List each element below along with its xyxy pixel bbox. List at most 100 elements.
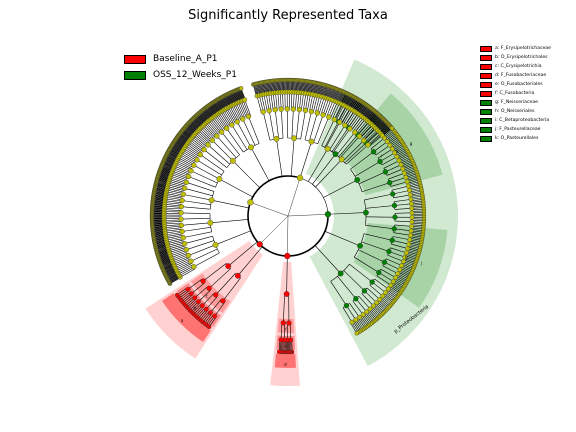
taxon-node-1105 xyxy=(379,132,385,138)
clade-letter-b: b xyxy=(193,305,196,310)
taxon-node-1043 xyxy=(347,126,353,132)
branch-line-182 xyxy=(387,254,404,262)
taxon-node-294 xyxy=(207,310,213,316)
branch-line-409 xyxy=(183,231,212,238)
branch-line-305 xyxy=(198,289,211,302)
branch-line-792 xyxy=(228,107,237,123)
branch-line-521 xyxy=(165,196,183,201)
taxa-swatch-f xyxy=(480,90,492,97)
branch-line-336 xyxy=(177,264,193,273)
branch-line-723 xyxy=(204,123,217,137)
branch-line-362 xyxy=(172,255,189,263)
branch-line-530 xyxy=(165,193,183,197)
group-legend: Baseline_A_P1 OSS_12_Weeks_P1 xyxy=(124,51,237,83)
taxon-node-144 xyxy=(409,219,415,225)
taxon-node-1 xyxy=(324,211,332,218)
branch-line-1078 xyxy=(362,126,375,140)
branch-line-1052 xyxy=(352,117,364,132)
taxon-node-937 xyxy=(302,107,309,114)
branch-line-972 xyxy=(320,98,327,115)
branch-line-1020 xyxy=(341,108,351,124)
branch-line-496 xyxy=(164,207,182,210)
branch-line-770 xyxy=(231,124,248,150)
taxon-node-672 xyxy=(201,146,207,153)
branch-line-826 xyxy=(241,100,249,117)
clade-wedge-2 xyxy=(145,241,263,359)
taxon-node-56 xyxy=(370,149,377,155)
branch-line-551 xyxy=(167,184,185,190)
branch-line-214 xyxy=(374,278,389,290)
taxon-node-237 xyxy=(371,303,376,309)
branch-line-6 xyxy=(338,106,347,122)
branch-line-830 xyxy=(242,100,250,117)
taxon-node-413 xyxy=(207,219,214,226)
branch-line-324 xyxy=(180,268,196,278)
branch-line-641 xyxy=(182,149,198,160)
branch-line-662 xyxy=(187,142,202,153)
branch-line-1090 xyxy=(346,144,369,165)
taxon-node-61 xyxy=(384,139,390,144)
taxa-legend-item-b: b: O_Erysipelotrichales xyxy=(480,53,551,62)
taxon-node-224 xyxy=(380,293,386,299)
taxon-node-842 xyxy=(239,86,244,91)
taxon-node-153 xyxy=(408,228,414,234)
branch-line-534 xyxy=(166,191,184,196)
branch-line-923 xyxy=(299,92,302,110)
taxon-node-911 xyxy=(290,106,297,112)
branch-line-971 xyxy=(313,114,324,143)
branch-line-63 xyxy=(375,144,391,156)
branch-line-1095 xyxy=(367,133,381,146)
taxon-node-482 xyxy=(178,210,184,216)
branch-line-800 xyxy=(231,105,240,121)
branch-line-414 xyxy=(166,238,184,243)
branch-line-568 xyxy=(169,177,187,184)
taxon-node-287 xyxy=(256,241,263,248)
root-arc xyxy=(247,175,329,257)
branch-line-186 xyxy=(358,249,385,263)
branch-line-940 xyxy=(307,94,311,111)
taxon-node-325 xyxy=(175,292,180,297)
taxon-node-220 xyxy=(383,290,388,295)
branch-line-374 xyxy=(186,240,215,250)
branch-line-754 xyxy=(214,115,225,130)
branch-line-645 xyxy=(183,148,199,159)
branch-line-762 xyxy=(217,113,228,129)
branch-line-874 xyxy=(275,92,278,110)
branch-line-120 xyxy=(365,205,395,209)
taxon-node-843 xyxy=(296,174,304,182)
branch-line-85 xyxy=(385,164,402,173)
taxon-node-1056 xyxy=(338,156,345,163)
taxon-node-317 xyxy=(200,278,206,284)
taxon-node-266 xyxy=(354,331,359,336)
branch-line-919 xyxy=(297,92,300,110)
red-subwedge-1-2 xyxy=(161,293,211,343)
branch-line-252 xyxy=(330,281,347,306)
branch-line-1086 xyxy=(365,129,378,143)
branch-line-1033 xyxy=(346,112,357,127)
branch-line-45 xyxy=(365,131,379,144)
branch-line-439 xyxy=(164,228,182,232)
clade-letter-e: e xyxy=(284,344,287,349)
taxon-node-757 xyxy=(248,144,254,151)
taxon-node-136 xyxy=(409,210,415,216)
legend-swatch-oss xyxy=(124,70,146,80)
legend-swatch-baseline xyxy=(124,54,146,64)
branch-line-693 xyxy=(195,132,209,145)
branch-line-147 xyxy=(394,224,412,227)
branch-line-997 xyxy=(308,148,328,182)
branch-line-945 xyxy=(304,111,312,140)
branch-line-443 xyxy=(181,222,211,226)
taxon-node-202 xyxy=(393,275,399,281)
branch-line-200 xyxy=(380,268,396,278)
branch-line-240 xyxy=(358,295,371,310)
branch-line-1011 xyxy=(325,122,340,148)
branch-line-529 xyxy=(183,194,212,201)
branch-line-954 xyxy=(313,95,318,113)
clade-letter-a: a xyxy=(181,318,184,323)
branch-line-460 xyxy=(181,217,211,220)
branch-line-383 xyxy=(169,248,187,255)
branch-line-379 xyxy=(170,250,187,257)
branch-line-169 xyxy=(391,243,408,249)
taxon-node-839 xyxy=(242,97,248,103)
root-spoke-1 xyxy=(287,215,289,256)
